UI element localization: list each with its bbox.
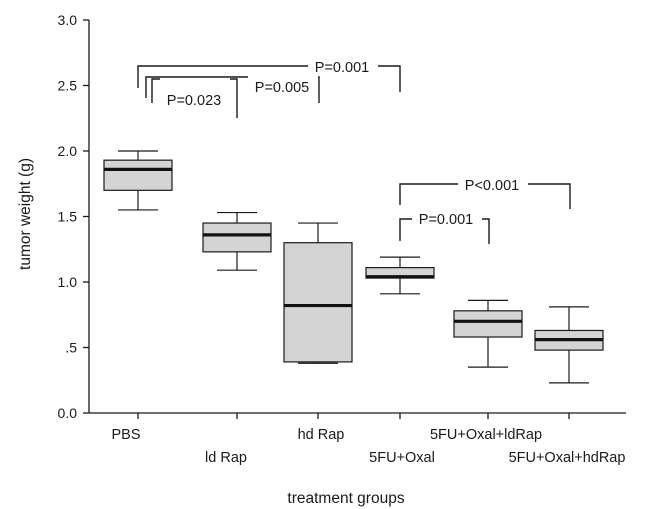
p-value-background xyxy=(160,91,230,109)
y-axis: 0.0 .5 1.0 1.5 2.0 2.5 3.0 xyxy=(58,12,90,421)
significance-bracket: P<0.001 xyxy=(399,176,571,209)
y-tick-label: 2.0 xyxy=(58,143,78,159)
p-value-background xyxy=(308,58,378,76)
category-label: 5FU+Oxal xyxy=(369,450,435,466)
category-label: ld Rap xyxy=(205,450,247,466)
y-axis-title: tumor weight (g) xyxy=(17,158,34,270)
category-label: 5FU+Oxal+ldRap xyxy=(430,427,542,443)
iqr-box xyxy=(103,159,173,191)
p-value-label: P=0.005 xyxy=(255,80,309,96)
iqr-box xyxy=(202,222,272,253)
bracket-line xyxy=(399,218,490,244)
p-value-background xyxy=(248,78,318,96)
significance-bracket: P=0.001 xyxy=(399,210,490,244)
y-tick-label: 1.5 xyxy=(58,209,78,225)
bracket-line xyxy=(145,76,320,103)
significance-bracket: P=0.023 xyxy=(151,78,238,118)
y-tick-label: 0.0 xyxy=(58,405,78,421)
iqr-box xyxy=(453,310,523,338)
box-5 xyxy=(453,299,523,368)
p-value-label: P=0.001 xyxy=(419,212,473,228)
box-4 xyxy=(365,256,435,295)
x-category-labels: PBS ld Rap hd Rap 5FU+Oxal 5FU+Oxal+ldRap 5FU… xyxy=(111,427,625,466)
p-value-label: P<0.001 xyxy=(465,178,519,194)
bracket-line xyxy=(399,183,571,209)
p-value-label: P=0.001 xyxy=(315,60,369,76)
category-label: 5FU+Oxal+hdRap xyxy=(509,450,626,466)
category-label: PBS xyxy=(111,427,140,443)
p-value-background xyxy=(412,210,482,228)
x-axis xyxy=(89,412,626,419)
significance-brackets: P=0.023 P=0.005 P=0.001 P=0.001 P<0.001 xyxy=(137,58,571,244)
iqr-box xyxy=(283,242,353,363)
p-value-background xyxy=(458,176,528,194)
y-tick-label: .5 xyxy=(65,340,77,356)
x-axis-title: treatment groups xyxy=(287,490,404,507)
y-tick-label: 1.0 xyxy=(58,274,78,290)
bracket-line xyxy=(137,65,401,92)
significance-bracket: P=0.005 xyxy=(145,76,320,103)
significance-bracket: P=0.001 xyxy=(137,58,401,92)
box-6 xyxy=(534,306,604,384)
y-tick-label: 2.5 xyxy=(58,78,78,94)
p-value-label: P=0.023 xyxy=(167,93,221,109)
box-2 xyxy=(202,211,272,271)
box-1 xyxy=(103,150,173,211)
box-group xyxy=(103,150,604,384)
bracket-line xyxy=(151,78,238,118)
box-3 xyxy=(283,222,353,364)
category-label: hd Rap xyxy=(298,427,345,443)
y-tick-label: 3.0 xyxy=(58,12,78,28)
